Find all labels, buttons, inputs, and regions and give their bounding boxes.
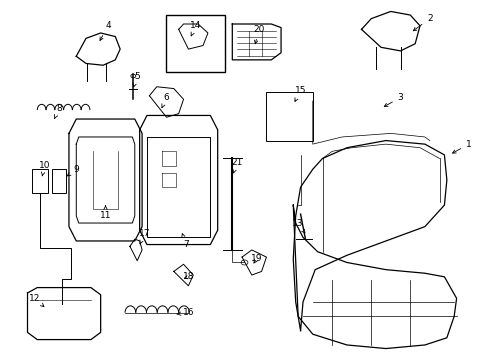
- Bar: [32, 169, 48, 193]
- Text: 2: 2: [412, 14, 432, 31]
- Text: 14: 14: [190, 21, 201, 36]
- Bar: [52, 169, 65, 193]
- Bar: [266, 92, 312, 140]
- Text: 16: 16: [177, 308, 194, 317]
- Bar: [166, 15, 224, 72]
- Text: 1: 1: [451, 140, 471, 153]
- Text: 3: 3: [384, 93, 403, 107]
- Text: 21: 21: [231, 158, 243, 173]
- Text: 12: 12: [29, 294, 44, 307]
- Text: 7: 7: [182, 234, 188, 249]
- Text: 20: 20: [253, 25, 264, 44]
- Text: 13: 13: [292, 219, 305, 233]
- Text: 17: 17: [139, 229, 150, 244]
- Text: 4: 4: [100, 21, 111, 40]
- Text: 10: 10: [39, 161, 50, 176]
- Text: 5: 5: [133, 72, 140, 87]
- Text: 9: 9: [67, 165, 79, 176]
- Text: 15: 15: [294, 86, 305, 102]
- Text: 19: 19: [250, 255, 262, 264]
- Text: 11: 11: [100, 206, 111, 220]
- Text: 18: 18: [183, 272, 194, 281]
- Text: 8: 8: [55, 104, 62, 118]
- Text: 6: 6: [162, 93, 169, 108]
